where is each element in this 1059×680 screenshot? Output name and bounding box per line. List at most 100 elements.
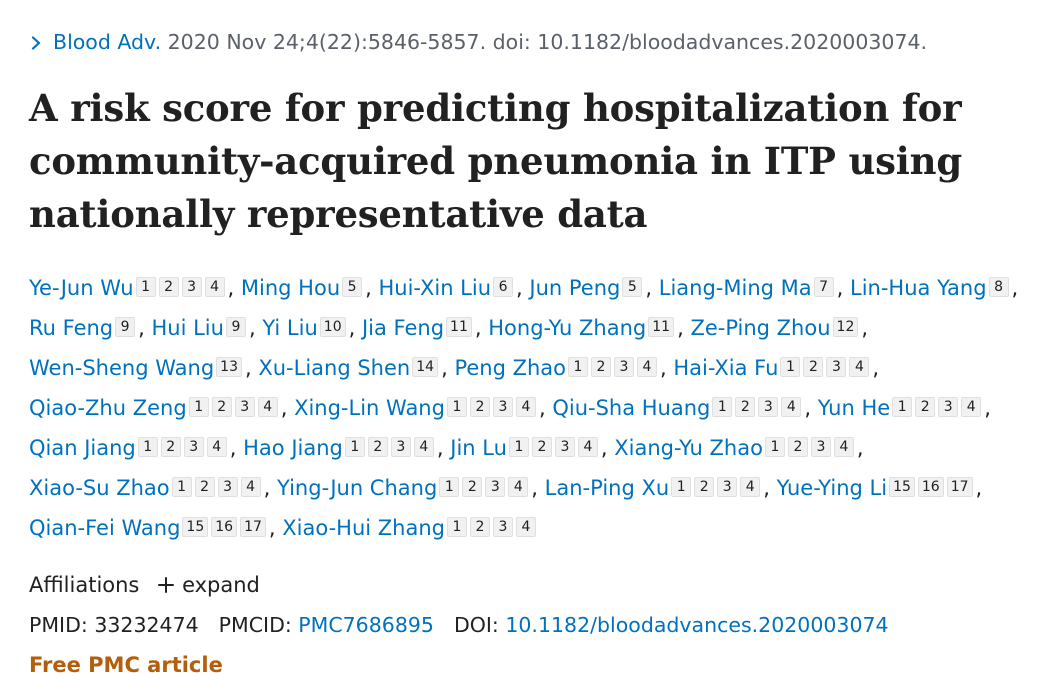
affiliation-number[interactable]: 1 [188,397,209,417]
affiliation-number[interactable]: 2 [194,477,215,497]
expand-affiliations-button[interactable]: expand [158,573,260,597]
author-link[interactable]: Xing-Lin Wang [294,396,445,420]
author-link[interactable]: Ru Feng [29,316,114,340]
affiliation-number[interactable]: 2 [803,357,824,377]
author-link[interactable]: Ying-Jun Chang [277,476,438,500]
author-link[interactable]: Qiu-Sha Huang [552,396,711,420]
affiliation-number[interactable]: 2 [470,517,491,537]
affiliation-number[interactable]: 3 [183,437,204,457]
author-link[interactable]: Lan-Ping Xu [544,476,670,500]
affiliation-number[interactable]: 2 [915,397,936,417]
affiliation-number[interactable]: 1 [568,357,588,377]
affiliation-number[interactable]: 3 [554,437,575,457]
affiliation-number[interactable]: 4 [577,437,598,457]
affiliation-number[interactable]: 3 [938,397,959,417]
affiliation-number[interactable]: 3 [492,397,513,417]
affiliation-number[interactable]: 2 [787,437,808,457]
affiliation-number[interactable]: 2 [367,437,388,457]
affiliation-number[interactable]: 6 [493,277,514,297]
affiliation-number[interactable]: 1 [447,517,468,537]
affiliation-number[interactable]: 1 [137,437,158,457]
affiliation-number[interactable]: 13 [216,357,242,377]
author-link[interactable]: Qian Jiang [29,436,136,460]
author-link[interactable]: Ye-Jun Wu [29,276,134,300]
author-link[interactable]: Xiao-Su Zhao [29,476,170,500]
author-link[interactable]: Qian-Fei Wang [29,516,181,540]
author-link[interactable]: Xu-Liang Shen [258,356,411,380]
affiliation-number[interactable]: 16 [917,477,944,497]
journal-link[interactable]: Blood Adv. [53,30,162,54]
affiliation-number[interactable]: 4 [516,517,537,537]
affiliation-number[interactable]: 3 [493,517,514,537]
affiliation-number[interactable]: 4 [833,437,854,457]
affiliation-number[interactable]: 16 [211,517,238,537]
affiliation-number[interactable]: 1 [671,477,692,497]
affiliation-number[interactable]: 1 [764,437,785,457]
affiliation-number[interactable]: 2 [531,437,552,457]
affiliation-number[interactable]: 14 [412,357,439,377]
author-link[interactable]: Wen-Sheng Wang [29,356,215,380]
affiliation-number[interactable]: 3 [181,277,202,297]
pmcid-link[interactable]: PMC7686895 [298,613,434,637]
affiliation-number[interactable]: 3 [485,477,506,497]
author-link[interactable]: Xiao-Hui Zhang [282,516,446,540]
affiliation-number[interactable]: 9 [225,317,246,337]
affiliation-number[interactable]: 3 [717,477,738,497]
author-link[interactable]: Jun Peng [529,276,621,300]
author-link[interactable]: Hai-Xia Fu [673,356,779,380]
affiliation-number[interactable]: 2 [158,277,179,297]
affiliation-number[interactable]: 4 [961,397,982,417]
author-link[interactable]: Yi Liu [262,316,318,340]
affiliation-number[interactable]: 5 [622,277,643,297]
affiliation-number[interactable]: 4 [240,477,261,497]
affiliation-number[interactable]: 4 [508,477,529,497]
affiliation-number[interactable]: 1 [135,277,156,297]
affiliation-number[interactable]: 3 [390,437,411,457]
author-link[interactable]: Hui Liu [151,316,224,340]
affiliation-number[interactable]: 1 [892,397,913,417]
author-link[interactable]: Hong-Yu Zhang [488,316,647,340]
author-link[interactable]: Ming Hou [240,276,341,300]
affiliation-number[interactable]: 4 [257,397,278,417]
affiliation-number[interactable]: 2 [462,477,483,497]
affiliation-number[interactable]: 4 [515,397,536,417]
author-link[interactable]: Jia Feng [361,316,445,340]
affiliation-number[interactable]: 4 [849,357,870,377]
affiliation-number[interactable]: 11 [648,317,675,337]
author-link[interactable]: Ze-Ping Zhou [690,316,831,340]
author-link[interactable]: Peng Zhao [454,356,566,380]
affiliation-number[interactable]: 15 [182,517,209,537]
affiliation-number[interactable]: 2 [694,477,715,497]
author-link[interactable]: Qiao-Zhu Zeng [29,396,187,420]
affiliation-number[interactable]: 17 [240,517,266,537]
author-link[interactable]: Hao Jiang [243,436,343,460]
affiliation-number[interactable]: 2 [591,357,611,377]
affiliation-number[interactable]: 4 [637,357,657,377]
affiliation-number[interactable]: 3 [810,437,831,457]
affiliation-number[interactable]: 1 [439,477,460,497]
affiliation-number[interactable]: 8 [988,277,1009,297]
affiliation-number[interactable]: 1 [171,477,192,497]
affiliation-number[interactable]: 7 [813,277,834,297]
chevron-right-icon[interactable] [29,36,43,50]
affiliation-number[interactable]: 4 [204,277,225,297]
affiliation-number[interactable]: 3 [234,397,255,417]
affiliation-number[interactable]: 2 [211,397,232,417]
affiliation-number[interactable]: 4 [740,477,761,497]
affiliation-number[interactable]: 3 [614,357,634,377]
affiliation-number[interactable]: 17 [946,477,973,497]
author-link[interactable]: Lin-Hua Yang [850,276,987,300]
affiliation-number[interactable]: 1 [712,397,733,417]
affiliation-number[interactable]: 5 [342,277,363,297]
affiliation-number[interactable]: 11 [446,317,472,337]
affiliation-number[interactable]: 12 [832,317,859,337]
author-link[interactable]: Jin Lu [450,436,507,460]
author-link[interactable]: Yue-Ying Li [776,476,888,500]
affiliation-number[interactable]: 2 [469,397,490,417]
affiliation-number[interactable]: 4 [206,437,227,457]
affiliation-number[interactable]: 2 [735,397,756,417]
affiliation-number[interactable]: 9 [115,317,136,337]
author-link[interactable]: Liang-Ming Ma [658,276,812,300]
doi-link[interactable]: 10.1182/bloodadvances.2020003074 [505,613,889,637]
author-link[interactable]: Yun He [817,396,891,420]
